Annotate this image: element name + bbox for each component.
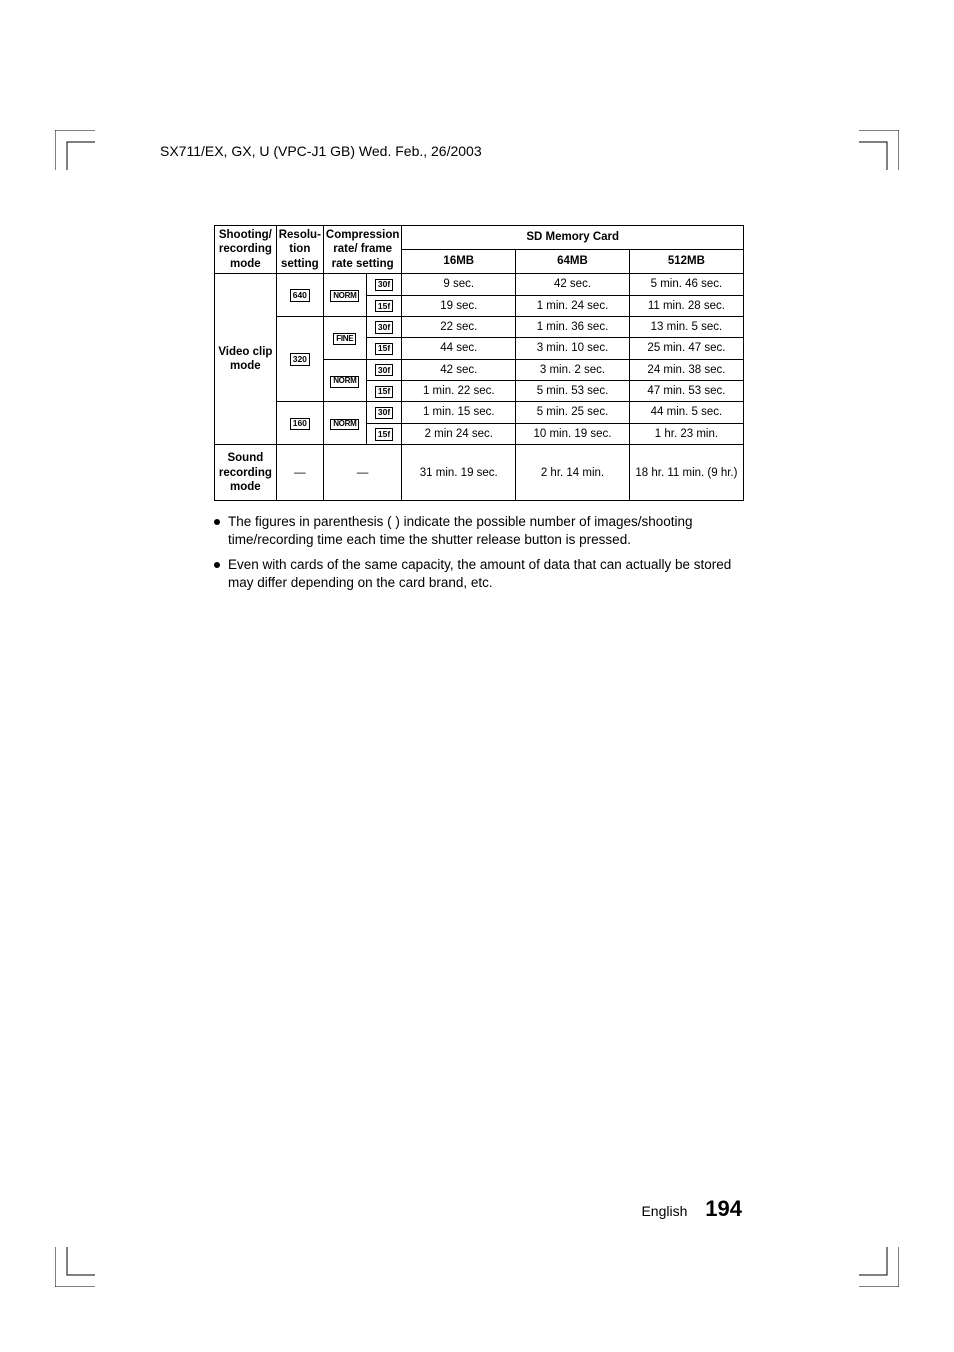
cell-r5-512: 47 min. 53 sec. — [629, 381, 743, 402]
footer-page-number: 194 — [705, 1196, 742, 1221]
fr-15-icon: 15f — [375, 300, 393, 312]
cell-fr-15-4: 15f — [366, 423, 402, 444]
th-sd: SD Memory Card — [402, 226, 744, 250]
cell-r5-64: 5 min. 53 sec. — [516, 381, 630, 402]
cell-fr-15-3: 15f — [366, 381, 402, 402]
cell-sound-res: — — [276, 445, 323, 501]
fr-15-icon: 15f — [375, 343, 393, 355]
cell-comp-norm-1: NORM — [323, 274, 366, 317]
th-16mb: 16MB — [402, 250, 516, 274]
res-640-icon: 640 — [290, 289, 310, 301]
label-sound-mode: Sound recording mode — [219, 452, 272, 493]
cell-comp-norm-3: NORM — [323, 402, 366, 445]
cell-fr-15-1: 15f — [366, 295, 402, 316]
fr-30-icon: 30f — [375, 279, 393, 291]
cell-res-160: 160 — [276, 402, 323, 445]
th-64mb: 64MB — [516, 250, 630, 274]
cell-comp-fine: FINE — [323, 316, 366, 359]
fr-15-icon: 15f — [375, 386, 393, 398]
label-video-mode: Video clip mode — [218, 346, 272, 372]
cell-r2-512: 13 min. 5 sec. — [629, 316, 743, 337]
cell-r8-16: 31 min. 19 sec. — [402, 445, 516, 501]
cell-r4-512: 24 min. 38 sec. — [629, 359, 743, 380]
cell-r3-64: 3 min. 10 sec. — [516, 338, 630, 359]
crop-mark-tr — [859, 130, 899, 170]
page-footer: English 194 — [641, 1196, 742, 1222]
norm-icon: NORM — [330, 290, 359, 302]
cell-r1-16: 19 sec. — [402, 295, 516, 316]
notes-list: The figures in parenthesis ( ) indicate … — [214, 513, 744, 592]
cell-comp-norm-2: NORM — [323, 359, 366, 402]
cell-r6-16: 1 min. 15 sec. — [402, 402, 516, 423]
cell-r6-512: 44 min. 5 sec. — [629, 402, 743, 423]
res-320-icon: 320 — [290, 353, 310, 365]
page-header: SX711/EX, GX, U (VPC-J1 GB) Wed. Feb., 2… — [160, 143, 482, 159]
cell-res-320: 320 — [276, 316, 323, 402]
cell-r4-16: 42 sec. — [402, 359, 516, 380]
fr-30-icon: 30f — [375, 364, 393, 376]
cell-r4-64: 3 min. 2 sec. — [516, 359, 630, 380]
cell-r0-16: 9 sec. — [402, 274, 516, 295]
cell-fr-30-2: 30f — [366, 316, 402, 337]
cell-res-640: 640 — [276, 274, 323, 317]
cell-r2-16: 22 sec. — [402, 316, 516, 337]
content-area: Shooting/ recording mode Resolu-tion set… — [214, 225, 744, 598]
recording-time-table: Shooting/ recording mode Resolu-tion set… — [214, 225, 744, 501]
fr-30-icon: 30f — [375, 407, 393, 419]
th-resolution: Resolu-tion setting — [276, 226, 323, 274]
cell-r5-16: 1 min. 22 sec. — [402, 381, 516, 402]
cell-r7-512: 1 hr. 23 min. — [629, 423, 743, 444]
crop-mark-tl — [55, 130, 95, 170]
norm-icon: NORM — [330, 419, 359, 431]
cell-r8-64: 2 hr. 14 min. — [516, 445, 630, 501]
cell-r0-64: 42 sec. — [516, 274, 630, 295]
res-160-icon: 160 — [290, 418, 310, 430]
fine-icon: FINE — [333, 333, 356, 345]
cell-fr-30-1: 30f — [366, 274, 402, 295]
fr-30-icon: 30f — [375, 321, 393, 333]
cell-r1-512: 11 min. 28 sec. — [629, 295, 743, 316]
cell-fr-15-2: 15f — [366, 338, 402, 359]
footer-lang: English — [641, 1203, 687, 1219]
cell-fr-30-4: 30f — [366, 402, 402, 423]
cell-sound-comp: — — [323, 445, 402, 501]
cell-sound-mode: Sound recording mode — [215, 445, 277, 501]
cell-r7-16: 2 min 24 sec. — [402, 423, 516, 444]
cell-fr-30-3: 30f — [366, 359, 402, 380]
crop-mark-bl — [55, 1247, 95, 1287]
cell-video-mode: Video clip mode — [215, 274, 277, 445]
note-2: Even with cards of the same capacity, th… — [214, 556, 744, 592]
cell-r8-512: 18 hr. 11 min. (9 hr.) — [629, 445, 743, 501]
cell-r3-512: 25 min. 47 sec. — [629, 338, 743, 359]
cell-r7-64: 10 min. 19 sec. — [516, 423, 630, 444]
fr-15-icon: 15f — [375, 428, 393, 440]
th-512mb: 512MB — [629, 250, 743, 274]
th-mode: Shooting/ recording mode — [215, 226, 277, 274]
cell-r1-64: 1 min. 24 sec. — [516, 295, 630, 316]
norm-icon: NORM — [330, 376, 359, 388]
note-1: The figures in parenthesis ( ) indicate … — [214, 513, 744, 549]
cell-r2-64: 1 min. 36 sec. — [516, 316, 630, 337]
th-compression: Compression rate/ frame rate setting — [323, 226, 402, 274]
crop-mark-br — [859, 1247, 899, 1287]
cell-r6-64: 5 min. 25 sec. — [516, 402, 630, 423]
cell-r3-16: 44 sec. — [402, 338, 516, 359]
cell-r0-512: 5 min. 46 sec. — [629, 274, 743, 295]
